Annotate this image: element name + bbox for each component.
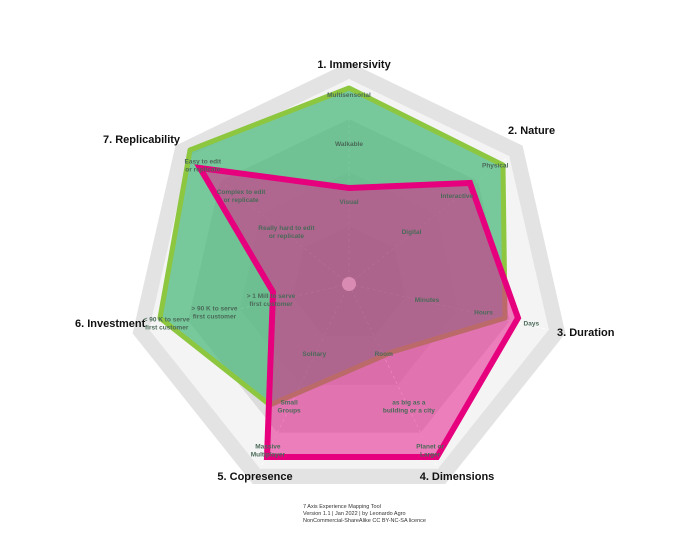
level-line: Really hard to edit xyxy=(258,225,315,232)
level-label: Easy to edit or replicate xyxy=(185,158,222,173)
level-line: Easy to edit xyxy=(185,158,222,165)
level-line: first customer xyxy=(145,325,189,332)
footer-title: 7 Axis Experience Mapping Tool xyxy=(303,504,381,510)
level-line: > 90 K to serve xyxy=(191,306,237,313)
level-line: Multiplayer xyxy=(251,451,286,458)
level-label: Digital xyxy=(402,229,422,236)
level-line: Complex to edit xyxy=(217,189,267,196)
level-line: Solitary xyxy=(302,351,326,358)
level-line: first customer xyxy=(249,301,293,308)
level-label: Solitary xyxy=(302,351,326,358)
level-label: Really hard to edit or replicate xyxy=(258,225,315,240)
level-label: Hours xyxy=(474,310,493,317)
level-line: Minutes xyxy=(415,297,440,304)
axis-name: 1. Immersivity xyxy=(317,59,391,71)
axis-name: 4. Dimensions xyxy=(420,471,495,483)
axis-name: 5. Copresence xyxy=(217,471,292,483)
level-line: Digital xyxy=(402,229,422,236)
level-label: Complex to edit or replicate xyxy=(217,189,267,204)
center xyxy=(342,277,356,291)
level-line: Hours xyxy=(474,310,493,317)
axis-name: 7. Replicability xyxy=(103,134,181,146)
footer-version: Version 1.1 | Jan 2022 | by Leonardo Agr… xyxy=(303,511,406,517)
level-line: first customer xyxy=(193,314,237,321)
axis-name: 6. Investment xyxy=(75,318,146,330)
level-label: Planet or Larger xyxy=(416,443,444,458)
level-label: Walkable xyxy=(335,141,363,148)
level-line: > 1 Mill to serve xyxy=(247,293,296,300)
level-label: Massive Multiplayer xyxy=(251,443,286,458)
footer-licence: NonCommercial-ShareAlike CC BY-NC-SA lic… xyxy=(303,518,426,524)
level-line: as big as a xyxy=(392,399,426,406)
level-line: Physical xyxy=(482,162,509,169)
level-line: or replicate xyxy=(185,166,220,173)
level-label: Multisensorial xyxy=(327,92,371,99)
level-line: or replicate xyxy=(224,197,259,204)
level-line: or replicate xyxy=(269,233,304,240)
level-line: Room xyxy=(374,351,393,358)
axis-name: 2. Nature xyxy=(508,125,555,137)
level-line: Larger xyxy=(420,451,441,458)
level-line: Multisensorial xyxy=(327,92,371,99)
pink-profile xyxy=(194,164,522,460)
level-line: Groups xyxy=(278,407,301,414)
level-label: as big as a building or a city xyxy=(383,399,435,414)
level-line: < 90 K to serve xyxy=(144,317,190,324)
level-line: Small xyxy=(280,399,298,406)
level-label: Physical xyxy=(482,162,509,169)
level-label: Small Groups xyxy=(278,399,301,414)
level-label: Room xyxy=(374,351,393,358)
labels: 1. Immersivity Multisensorial Walkable Visu… xyxy=(75,59,615,483)
level-label: Interactive xyxy=(441,193,474,200)
level-label: Minutes xyxy=(415,297,440,304)
level-line: building or a city xyxy=(383,407,435,414)
level-line: Visual xyxy=(339,199,358,206)
level-label: < 90 K to serve first customer xyxy=(144,317,190,332)
level-label: Days xyxy=(524,321,540,328)
level-line: Planet or xyxy=(416,443,444,450)
level-line: Massive xyxy=(255,443,281,450)
level-line: Days xyxy=(524,321,540,328)
axis-name: 3. Duration xyxy=(557,327,615,339)
level-label: > 90 K to serve first customer xyxy=(191,306,237,321)
level-line: Walkable xyxy=(335,141,363,148)
level-line: Interactive xyxy=(441,193,474,200)
level-label: > 1 Mill to serve first customer xyxy=(247,293,296,308)
level-label: Visual xyxy=(339,199,358,206)
